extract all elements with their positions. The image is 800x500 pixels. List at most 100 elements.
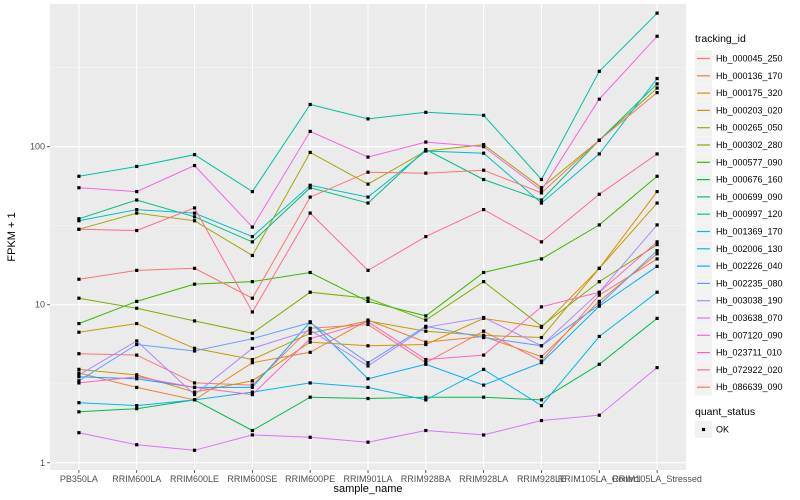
- legend-item: Hb_003038_190: [695, 292, 783, 310]
- data-point: [597, 69, 601, 73]
- x-tick-label: RRIM600LA: [112, 474, 161, 484]
- data-point: [366, 344, 370, 348]
- data-point: [250, 310, 254, 314]
- x-tick-label: PB350LA: [60, 474, 98, 484]
- data-point: [192, 448, 197, 452]
- data-point: [135, 404, 139, 408]
- x-axis: PB350LA RRIM600LA RRIM600LE RRIM600SE RRIM60…: [60, 470, 702, 484]
- data-point: [424, 362, 428, 366]
- legend-label: Hb_000265_050: [716, 123, 783, 133]
- data-point: [424, 342, 428, 347]
- data-point: [539, 198, 544, 202]
- data-point: [424, 149, 428, 153]
- data-point: [250, 280, 254, 284]
- data-point: [250, 361, 254, 365]
- legend-label: Hb_002006_130: [716, 244, 783, 254]
- data-point: [597, 290, 601, 294]
- data-point: [366, 364, 370, 368]
- data-point: [308, 102, 312, 107]
- data-point: [77, 367, 81, 371]
- x-tick-label: RRIM600SE: [227, 474, 277, 484]
- legend-item: Hb_000577_090: [695, 153, 783, 171]
- data-point: [482, 143, 486, 147]
- legend-label: Hb_007120_090: [716, 330, 783, 340]
- data-point: [482, 383, 486, 387]
- data-point: [539, 335, 544, 340]
- data-point: [539, 191, 544, 195]
- data-point: [597, 97, 601, 101]
- x-tick-label: RRIM928LA: [459, 474, 508, 484]
- legend-label: Hb_000577_090: [716, 157, 783, 167]
- data-point: [482, 333, 486, 337]
- data-point: [482, 433, 486, 437]
- data-point: [77, 381, 81, 385]
- legend-title-quant-status: quant_status: [695, 406, 755, 418]
- data-point: [366, 195, 370, 199]
- data-point: [655, 249, 659, 253]
- data-point: [135, 228, 139, 233]
- data-point: [250, 393, 254, 397]
- legend-label: Hb_000203_020: [716, 105, 783, 115]
- data-point: [655, 201, 659, 205]
- legend-quant-status: quant_status OK: [695, 406, 755, 438]
- legend-item: Hb_000203_020: [695, 101, 783, 119]
- legend2-items: OK: [695, 421, 729, 438]
- data-point: [539, 257, 544, 261]
- data-point: [366, 299, 370, 303]
- data-point: [539, 324, 544, 328]
- data-point: [135, 407, 139, 411]
- data-point: [366, 385, 370, 389]
- legend-item: Hb_000676_160: [695, 171, 783, 189]
- data-point: [655, 243, 659, 247]
- data-point: [77, 227, 81, 231]
- data-point: [77, 277, 81, 281]
- data-point: [250, 234, 254, 239]
- data-point: [77, 219, 81, 223]
- data-point: [482, 395, 486, 399]
- data-point: [539, 201, 544, 205]
- data-point: [655, 86, 659, 90]
- data-point: [539, 354, 544, 359]
- data-point: [250, 379, 254, 383]
- x-tick-label: RRIM928BA: [401, 474, 451, 484]
- data-point: [77, 373, 81, 377]
- data-point: [655, 223, 659, 227]
- data-point: [655, 366, 659, 370]
- data-point: [192, 163, 197, 168]
- data-point: [366, 155, 370, 159]
- data-point: [597, 299, 601, 303]
- data-point: [77, 410, 81, 414]
- data-point: [597, 280, 601, 284]
- data-point: [597, 192, 601, 196]
- data-point: [424, 395, 428, 399]
- data-point: [135, 385, 139, 389]
- legend-label: Hb_002235_080: [716, 278, 783, 288]
- data-point: [192, 349, 197, 353]
- data-point: [250, 383, 254, 387]
- data-point: [366, 396, 370, 401]
- legend-item: Hb_072922_020: [695, 361, 783, 379]
- legend-items: Hb_000045_250 Hb_000136_170 Hb_000175_320 H…: [695, 50, 783, 396]
- legend-label: OK: [716, 425, 729, 435]
- data-point: [308, 340, 312, 344]
- legend-label: Hb_000175_320: [716, 88, 783, 98]
- data-point: [655, 264, 659, 268]
- data-point: [424, 318, 428, 322]
- data-point: [77, 186, 81, 190]
- data-point: [482, 280, 486, 284]
- data-point: [655, 252, 659, 256]
- data-point: [250, 331, 254, 335]
- y-axis: 1 10 100: [30, 142, 50, 468]
- data-point: [250, 225, 254, 229]
- data-point: [77, 217, 81, 221]
- data-point: [135, 189, 139, 194]
- data-point: [655, 174, 659, 178]
- data-point: [655, 76, 659, 81]
- data-point: [308, 183, 312, 187]
- data-point: [308, 326, 312, 330]
- legend-label: Hb_000676_160: [716, 175, 783, 185]
- data-point: [135, 443, 139, 447]
- legend-item: Hb_000175_320: [695, 84, 783, 102]
- data-point: [482, 367, 486, 371]
